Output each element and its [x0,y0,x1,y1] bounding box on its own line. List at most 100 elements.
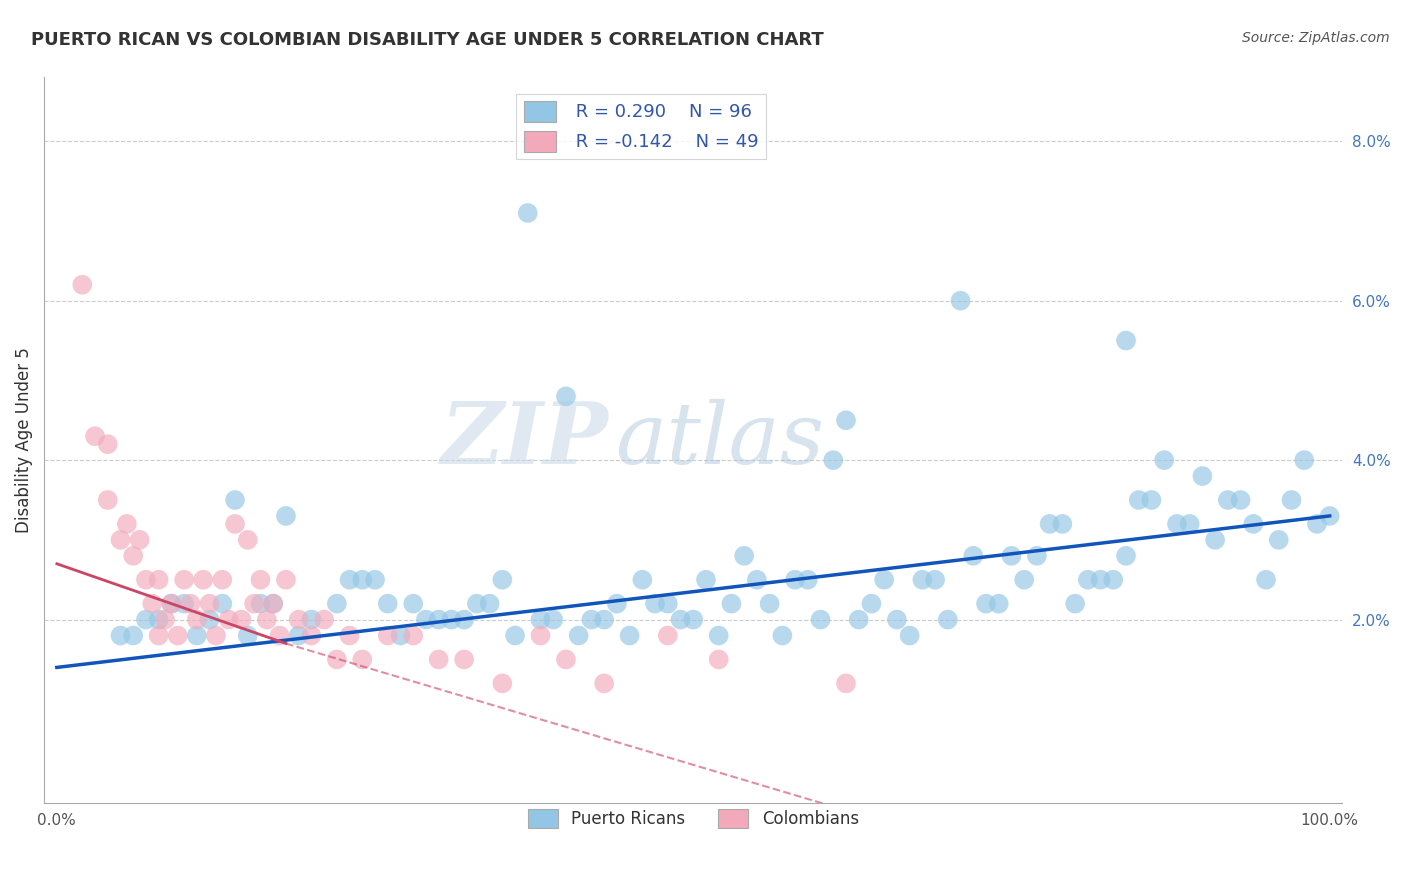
Point [529,628,551,642]
Point [243,597,266,611]
Point [110,533,132,547]
Point [936,613,959,627]
Point [758,597,780,611]
Point [810,613,832,627]
Point [1166,516,1188,531]
Point [211,597,233,611]
Point [974,597,997,611]
Point [262,597,284,611]
Point [262,597,284,611]
Point [377,597,399,611]
Point [707,628,730,642]
Point [128,533,150,547]
Point [97,493,120,508]
Point [733,549,755,563]
Point [1294,453,1316,467]
Point [205,628,228,642]
Point [657,628,679,642]
Point [516,206,538,220]
Point [1204,533,1226,547]
Point [898,628,921,642]
Point [186,613,208,627]
Point [122,549,145,563]
Point [848,613,870,627]
Point [695,573,717,587]
Point [835,413,858,427]
Point [198,597,221,611]
Point [606,597,628,611]
Point [593,676,616,690]
Point [1178,516,1201,531]
Point [84,429,107,443]
Point [1153,453,1175,467]
Point [541,613,564,627]
Point [453,652,475,666]
Point [274,573,297,587]
Point [1115,334,1137,348]
Point [135,613,157,627]
Point [1025,549,1047,563]
Point [249,597,271,611]
Point [173,597,195,611]
Point [179,597,201,611]
Point [224,516,246,531]
Point [1000,549,1022,563]
Point [886,613,908,627]
Point [364,573,387,587]
Point [314,613,336,627]
Point [1216,493,1239,508]
Point [491,573,513,587]
Point [707,652,730,666]
Point [135,573,157,587]
Point [568,628,591,642]
Point [193,573,215,587]
Point [160,597,183,611]
Point [581,613,603,627]
Point [148,573,170,587]
Point [770,628,793,642]
Text: PUERTO RICAN VS COLOMBIAN DISABILITY AGE UNDER 5 CORRELATION CHART: PUERTO RICAN VS COLOMBIAN DISABILITY AGE… [31,31,824,49]
Y-axis label: Disability Age Under 5: Disability Age Under 5 [15,347,32,533]
Point [1306,516,1329,531]
Text: atlas: atlas [616,399,824,482]
Point [389,628,412,642]
Point [860,597,883,611]
Point [1012,573,1035,587]
Point [1064,597,1087,611]
Point [911,573,934,587]
Point [1281,493,1303,508]
Point [1140,493,1163,508]
Point [211,573,233,587]
Point [924,573,946,587]
Point [72,277,94,292]
Point [274,508,297,523]
Point [198,613,221,627]
Point [231,613,253,627]
Point [555,389,578,403]
Point [427,652,450,666]
Point [1191,469,1213,483]
Point [339,573,361,587]
Point [1102,573,1125,587]
Point [783,573,806,587]
Point [1241,516,1264,531]
Point [949,293,972,308]
Point [1039,516,1062,531]
Text: ZIP: ZIP [441,399,609,482]
Point [326,652,349,666]
Point [352,573,374,587]
Point [249,573,271,587]
Point [503,628,526,642]
Point [186,628,208,642]
Point [478,597,501,611]
Point [122,628,145,642]
Point [339,628,361,642]
Point [962,549,984,563]
Point [669,613,692,627]
Point [1229,493,1251,508]
Point [236,533,259,547]
Point [465,597,488,611]
Point [631,573,654,587]
Point [1254,573,1277,587]
Point [256,613,278,627]
